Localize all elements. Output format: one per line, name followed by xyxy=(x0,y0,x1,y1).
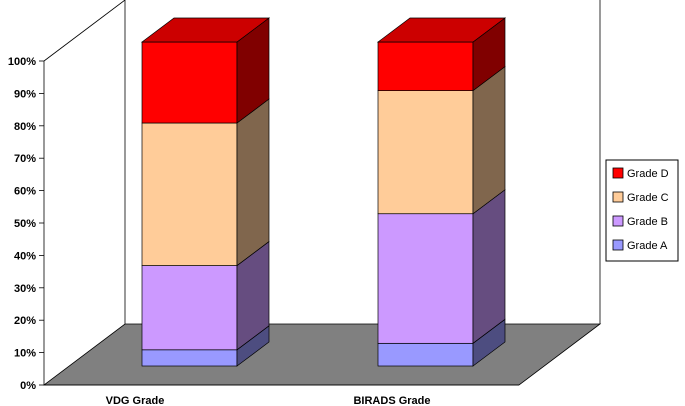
legend-swatch xyxy=(612,191,624,203)
bar-segment xyxy=(141,98,270,267)
y-tick-label: 90% xyxy=(14,88,36,100)
bars xyxy=(140,17,507,367)
y-tick-label: 80% xyxy=(14,121,36,133)
y-tick-label: 10% xyxy=(14,348,36,360)
bar-segment xyxy=(377,318,506,367)
y-tick-label: 70% xyxy=(14,153,36,165)
legend-label: Grade D xyxy=(627,168,669,180)
legend-swatch xyxy=(612,167,624,179)
chart-frame xyxy=(42,0,602,386)
legend-entry: Grade D xyxy=(612,167,669,180)
chart-floor xyxy=(42,323,602,386)
legend-label: Grade C xyxy=(627,192,669,204)
category-label: BIRADS Grade xyxy=(353,395,430,406)
y-tick-label: 30% xyxy=(14,283,36,295)
y-tick-label: 50% xyxy=(14,218,36,230)
legend-entry: Grade C xyxy=(612,191,669,204)
legend: Grade D Grade C Grade B Grade A xyxy=(605,159,679,262)
y-tick-label: 60% xyxy=(14,186,36,198)
category-labels: VDG Grade BIRADS Grade xyxy=(106,395,431,406)
y-tick-label: 20% xyxy=(14,315,36,327)
legend-label: Grade A xyxy=(627,240,668,252)
bar-segment xyxy=(377,65,506,215)
y-tick-label: 40% xyxy=(14,250,36,262)
bar-top xyxy=(376,17,507,43)
legend-swatch xyxy=(612,215,624,227)
legend-entry: Grade B xyxy=(612,215,668,228)
bar-segment xyxy=(141,17,270,124)
y-tick-label: 0% xyxy=(20,380,36,392)
bar-segment xyxy=(141,240,270,351)
category-label: VDG Grade xyxy=(106,395,165,406)
legend-label: Grade B xyxy=(627,216,668,228)
legend-swatch xyxy=(612,239,624,251)
legend-entry: Grade A xyxy=(612,239,668,252)
y-axis-ticks: 0% 10% 20% 30% 40% 50% 60% 70% 80% 90% 100% xyxy=(8,56,44,392)
bar-segment xyxy=(377,189,506,345)
bar-top xyxy=(140,17,271,43)
side-wall-top-edge xyxy=(43,0,126,62)
y-tick-label: 100% xyxy=(8,56,36,68)
